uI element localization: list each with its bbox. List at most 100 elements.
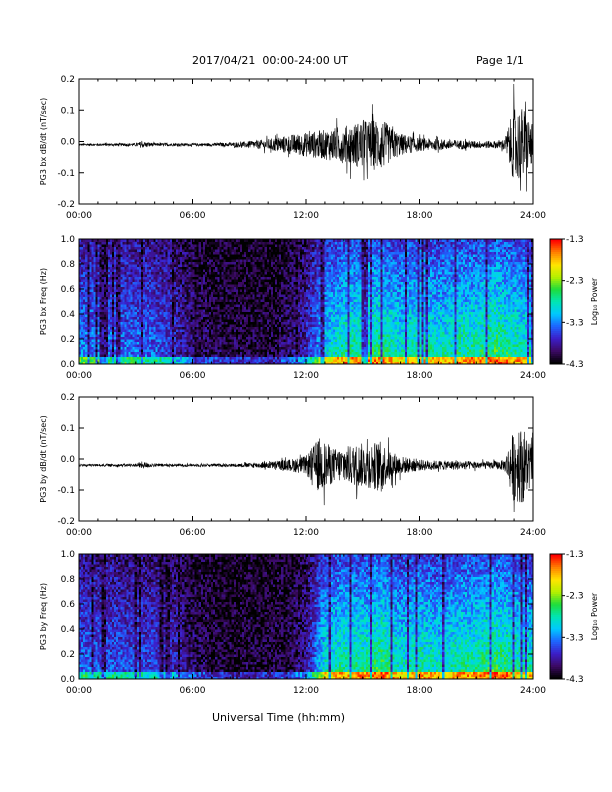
spectrogram-cell xyxy=(118,339,121,342)
spectrogram-cell xyxy=(178,329,181,332)
spectrogram-cell xyxy=(211,326,214,330)
spectrogram-cell xyxy=(99,349,102,352)
spectrogram-cell xyxy=(219,354,222,357)
spectrogram-cell xyxy=(260,286,263,290)
spectrogram-cell xyxy=(188,276,191,280)
spectrogram-cell xyxy=(275,351,278,355)
spectrogram-cell xyxy=(149,259,152,262)
spectrogram-cell xyxy=(130,336,133,340)
spectrogram-cell xyxy=(239,246,243,250)
spectrogram-cell xyxy=(266,326,270,330)
spectrogram-cell xyxy=(233,264,237,267)
spectrogram-cell xyxy=(93,349,96,352)
spectrogram-cell xyxy=(223,269,226,272)
spectrogram-cell xyxy=(258,284,261,287)
spectrogram-cell xyxy=(209,304,212,307)
spectrogram-cell xyxy=(209,284,212,287)
spectrogram-cell xyxy=(159,316,162,320)
spectrogram-cell xyxy=(155,356,158,360)
spectrogram-cell xyxy=(219,304,222,307)
spectrogram-cell xyxy=(256,326,259,330)
spectrogram-cell xyxy=(244,266,247,270)
spectrogram-cell xyxy=(225,334,228,337)
spectrogram-cell xyxy=(223,301,226,305)
spectrogram-cell xyxy=(93,324,96,327)
spectrogram-cell xyxy=(219,334,222,337)
spectrogram-cell xyxy=(85,249,88,252)
spectrogram-cell xyxy=(132,294,136,297)
spectrogram-cell xyxy=(264,296,268,300)
spectrogram-cell xyxy=(200,321,204,325)
spectrogram-cell xyxy=(217,309,220,312)
spectrogram-cell xyxy=(277,281,280,285)
spectrogram-cell xyxy=(159,341,162,345)
spectrogram-cell xyxy=(175,321,179,325)
spectrogram-cell xyxy=(233,341,237,345)
spectrogram-cell xyxy=(101,261,105,265)
spectrogram-cell xyxy=(128,356,131,360)
spectrogram-cell xyxy=(215,309,218,312)
spectrogram-cell xyxy=(87,244,90,247)
spectrogram-cell xyxy=(167,311,171,315)
spectrogram-cell xyxy=(163,249,166,252)
spectrogram-cell xyxy=(186,296,189,300)
spectrogram-cell xyxy=(268,311,272,315)
spectrogram-cell xyxy=(264,349,268,352)
spectrogram-cell xyxy=(270,251,274,255)
spectrogram-cell xyxy=(229,324,233,327)
spectrogram-cell xyxy=(85,334,88,337)
spectrogram-cell xyxy=(79,314,82,317)
spectrogram-cell xyxy=(227,279,230,282)
spectrogram-cell xyxy=(209,256,212,260)
spectrogram-cell xyxy=(175,356,179,360)
spectrogram-cell xyxy=(264,314,268,317)
spectrogram-cell xyxy=(81,321,84,325)
spectrogram-cell xyxy=(124,254,127,257)
spectrogram-cell xyxy=(217,276,220,280)
spectrogram-cell xyxy=(200,299,204,302)
spectrogram-cell xyxy=(147,334,150,337)
spectrogram-cell xyxy=(138,284,142,287)
spectrogram-cell xyxy=(223,266,226,270)
spectrogram-cell xyxy=(105,266,109,270)
spectrogram-cell xyxy=(270,314,274,317)
spectrogram-cell xyxy=(175,291,179,295)
spectrogram-cell xyxy=(213,331,216,335)
spectrogram-cell xyxy=(252,356,255,360)
spectrogram-cell xyxy=(277,279,280,282)
spectrogram-cell xyxy=(246,321,249,325)
spectrogram-cell xyxy=(132,339,136,342)
spectrogram-cell xyxy=(209,301,212,305)
spectrogram-cell xyxy=(173,361,177,365)
spectrogram-cell xyxy=(229,256,233,260)
spectrogram-cell xyxy=(112,324,115,327)
spectrogram-cell xyxy=(175,259,179,262)
spectrogram-cell xyxy=(157,316,160,320)
spectrogram-cell xyxy=(109,291,113,295)
spectrogram-cell xyxy=(196,326,199,330)
spectrogram-cell xyxy=(190,359,193,362)
spectrogram-cell xyxy=(192,309,195,312)
spectrogram-cell xyxy=(217,326,220,330)
spectrogram-cell xyxy=(157,326,160,330)
spectrogram-cell xyxy=(128,269,131,272)
spectrogram-cell xyxy=(211,279,214,282)
spectrogram-cell xyxy=(272,284,276,287)
spectrogram-cell xyxy=(138,286,142,290)
spectrogram-cell xyxy=(171,354,175,357)
spectrogram-cell xyxy=(184,249,187,252)
spectrogram-cell xyxy=(223,354,226,357)
spectrogram-cell xyxy=(178,284,181,287)
spectrogram-cell xyxy=(217,264,220,267)
spectrogram-cell xyxy=(103,354,107,357)
spectrogram-cell xyxy=(91,309,94,312)
spectrogram-cell xyxy=(186,321,189,325)
spectrogram-cell xyxy=(260,306,263,310)
spectrogram-cell xyxy=(256,306,259,310)
spectrogram-cell xyxy=(138,361,142,365)
spectrogram-cell xyxy=(165,304,169,307)
spectrogram-cell xyxy=(190,344,193,347)
spectrogram-cell xyxy=(105,254,109,257)
spectrogram-cell xyxy=(242,356,245,360)
spectrogram-cell xyxy=(87,306,90,310)
